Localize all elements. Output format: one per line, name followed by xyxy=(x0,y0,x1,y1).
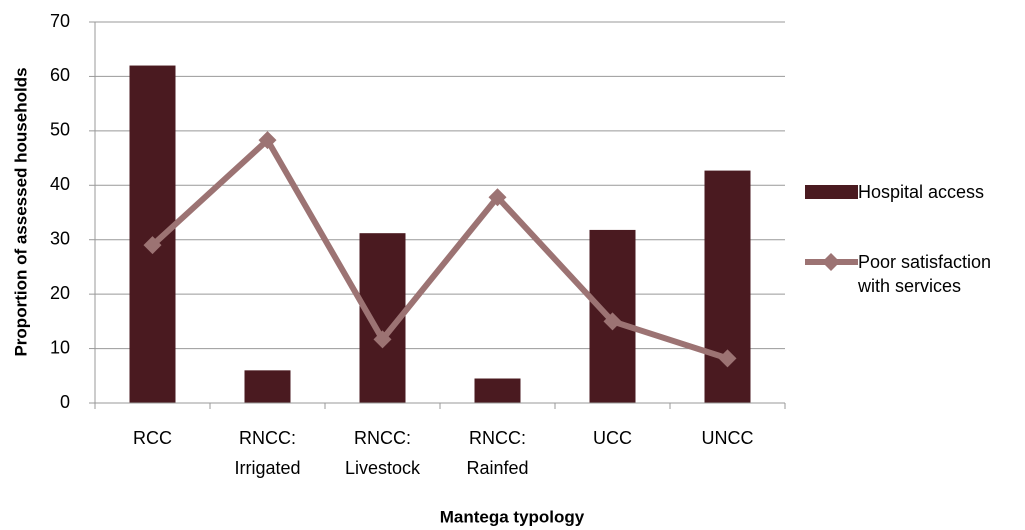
legend-symbol xyxy=(805,253,858,271)
bar xyxy=(474,378,521,403)
legend-marker xyxy=(822,253,840,271)
legend-symbol xyxy=(805,185,858,199)
y-tick-label: 30 xyxy=(50,228,70,248)
x-tick-label: Irrigated xyxy=(234,458,300,478)
y-tick-label: 20 xyxy=(50,283,70,303)
x-tick-label: RNCC: xyxy=(239,428,296,448)
legend-item: Poor satisfaction with services xyxy=(805,250,1025,298)
x-tick-label: Rainfed xyxy=(466,458,528,478)
x-tick-label: Livestock xyxy=(345,458,421,478)
marker xyxy=(488,188,507,207)
y-tick-label: 60 xyxy=(50,65,70,85)
y-tick-label: 50 xyxy=(50,120,70,140)
y-tick-label: 10 xyxy=(50,337,70,357)
line xyxy=(150,137,729,362)
x-tick-label: RNCC: xyxy=(354,428,411,448)
x-axis-title: Mantega typology xyxy=(440,507,585,526)
legend-item: Hospital access xyxy=(805,180,1025,204)
y-tick-label: 40 xyxy=(50,174,70,194)
marker xyxy=(373,330,392,349)
x-tick-label: UNCC xyxy=(702,428,754,448)
marker xyxy=(603,312,622,331)
legend-label: Hospital access xyxy=(858,182,985,202)
marker xyxy=(718,349,737,368)
legend-label: Poor satisfaction with services xyxy=(858,252,992,296)
marker xyxy=(258,131,277,150)
y-tick-label: 70 xyxy=(50,11,70,31)
bar xyxy=(704,170,751,403)
legend-swatch xyxy=(805,185,858,199)
x-tick-label: UCC xyxy=(593,428,632,448)
bar xyxy=(244,370,291,403)
y-axis-title: Proportion of assessed households xyxy=(11,67,30,356)
x-tick-label: RNCC: xyxy=(469,428,526,448)
marker xyxy=(143,236,162,255)
y-tick-label: 0 xyxy=(60,392,70,412)
x-tick-label: RCC xyxy=(133,428,172,448)
